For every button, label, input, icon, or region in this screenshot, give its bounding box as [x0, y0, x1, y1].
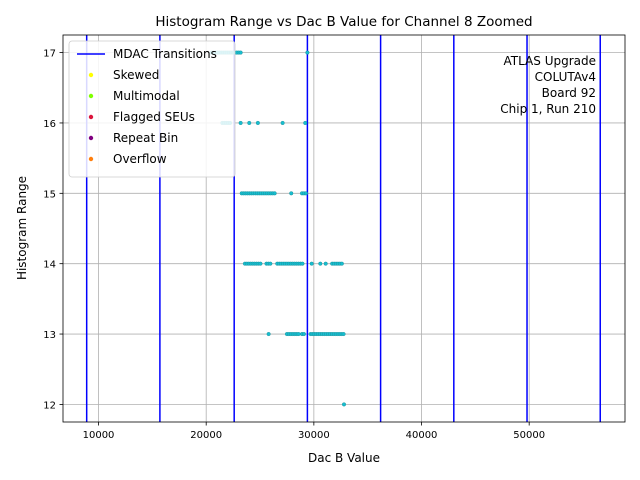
annotation-line: COLUTAv4 [535, 70, 596, 84]
legend-marker-swatch [88, 93, 94, 99]
y-tick-label: 15 [43, 189, 56, 200]
annotation-line: Chip 1, Run 210 [500, 102, 596, 116]
legend-marker-swatch [88, 156, 94, 162]
y-tick-label: 12 [43, 400, 56, 411]
y-tick-label: 16 [43, 119, 56, 130]
legend-marker-swatch [88, 114, 94, 120]
legend-label: Overflow [113, 152, 167, 166]
legend-label: Repeat Bin [113, 131, 178, 145]
data-point [323, 261, 328, 266]
data-point [266, 332, 271, 337]
data-point [280, 120, 285, 125]
data-point [272, 191, 277, 196]
data-point [300, 261, 305, 266]
data-point [305, 50, 310, 55]
x-tick-label: 30000 [298, 430, 330, 441]
y-tick-label: 14 [43, 260, 56, 271]
legend-box [68, 40, 236, 178]
legend-label: Multimodal [113, 89, 180, 103]
legend-marker-swatch [88, 72, 94, 78]
data-point [296, 332, 301, 337]
y-tick-label: 17 [43, 49, 56, 60]
data-point [247, 120, 252, 125]
legend-label: MDAC Transitions [113, 47, 217, 61]
data-point [301, 332, 306, 337]
y-tick-label: 13 [43, 330, 56, 341]
data-point [255, 120, 260, 125]
data-point [339, 261, 344, 266]
plot-area: 10000 20000 30000 40000 50000 12 13 14 15 16 17 ATL… [43, 34, 626, 441]
data-point [268, 261, 273, 266]
chart-title: Histogram Range vs Dac B Value for Chann… [155, 14, 532, 30]
plot-frame [62, 34, 626, 423]
data-point [238, 120, 243, 125]
data-point [318, 261, 323, 266]
data-point [341, 332, 346, 337]
legend-label: Skewed [113, 68, 159, 82]
x-tick-label: 20000 [190, 430, 222, 441]
data-point [238, 50, 243, 55]
x-tick-label: 10000 [83, 430, 115, 441]
data-point [303, 191, 308, 196]
x-axis-label: Dac B Value [308, 451, 380, 465]
legend-label: Flagged SEUs [113, 110, 195, 124]
data-point [303, 120, 308, 125]
annotation-line: Board 92 [542, 86, 596, 100]
data-point [258, 261, 263, 266]
data-point [309, 261, 314, 266]
annotation-line: ATLAS Upgrade [503, 54, 596, 68]
x-tick-label: 50000 [513, 430, 545, 441]
y-axis-label: Histogram Range [15, 176, 29, 280]
x-tick-label: 40000 [406, 430, 438, 441]
data-point [342, 402, 347, 407]
legend-marker-swatch [88, 135, 94, 141]
data-point [289, 191, 294, 196]
